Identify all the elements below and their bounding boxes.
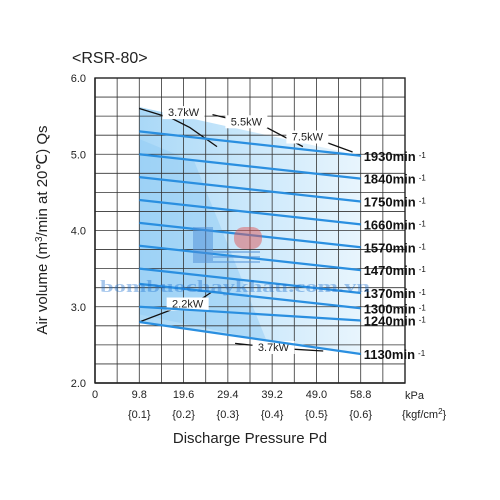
series-label: 1300min -1 <box>364 301 427 316</box>
power-label-bg <box>286 130 329 144</box>
y-tick-label: 4.0 <box>71 226 86 238</box>
watermark-logo <box>193 227 262 263</box>
series-line <box>139 176 361 203</box>
x-tick-label: 19.6 <box>173 389 194 401</box>
x-tick-label-kgf: {0.3} <box>217 409 240 421</box>
x-tick-label: 39.2 <box>261 389 282 401</box>
series-label: 1930min -1 <box>364 149 427 164</box>
y-axis-label: Air volume (m3/min at 20℃) Qs <box>34 125 51 334</box>
y-tick-label: 2.0 <box>71 378 86 390</box>
power-label: 7.5kW <box>292 132 324 144</box>
plot-frame <box>94 77 406 384</box>
x-tick-label: 58.8 <box>350 389 371 401</box>
series-label: 1240min -1 <box>364 313 427 328</box>
series-label: 1370min -1 <box>364 286 427 301</box>
series-label: 1470min -1 <box>364 263 427 278</box>
series-label: 1660min -1 <box>364 217 427 232</box>
x-tick-label-kgf: {0.4} <box>261 409 284 421</box>
power-label: 5.5kW <box>231 116 263 128</box>
x-unit-kpa: kPa <box>405 390 425 402</box>
x-tick-label-kgf: {0.1} <box>128 409 151 421</box>
series-label: 1750min -1 <box>364 195 427 210</box>
series-line <box>139 305 361 322</box>
y-tick-label: 5.0 <box>71 149 86 161</box>
series-label: 1130min -1 <box>364 347 426 362</box>
watermark-text: bombuochaykhau.com.vn <box>100 277 371 296</box>
x-tick-label: 0 <box>92 389 98 401</box>
x-tick-label-kgf: {0.2} <box>172 409 195 421</box>
series-line <box>139 153 361 180</box>
x-tick-label-kgf: {0.5} <box>305 409 328 421</box>
x-tick-label: 9.8 <box>132 389 147 401</box>
chart-title: <RSR-80> <box>72 50 148 67</box>
series-label: 1570min -1 <box>364 240 427 255</box>
series-line <box>139 267 361 295</box>
tick-labels: 2.0 3.0 4.0 5.0 6.0 0 9.8 19.6 29.4 39.2 49.0 58.8 {… <box>71 73 373 421</box>
x-tick-label-kgf: {0.6} <box>349 409 372 421</box>
y-tick-label: 6.0 <box>71 73 86 85</box>
series-line <box>139 198 361 226</box>
power-line-0 <box>139 107 218 148</box>
power-label: 3.7kW <box>258 342 290 354</box>
power-label: 2.2kW <box>172 299 204 311</box>
power-label-bg <box>162 106 205 120</box>
y-tick-label: 3.0 <box>71 302 86 314</box>
x-axis-label: Discharge Pressure Pd <box>173 430 327 447</box>
power-label-bg <box>225 115 268 129</box>
series-line <box>139 130 361 157</box>
series-lines: 1930min -1 1840min -1 1750min -1 1660min -1 1570… <box>139 130 427 362</box>
power-label-bg <box>166 297 209 311</box>
series-line <box>139 282 361 310</box>
x-unit-kgf: {kgf/cm2} <box>402 407 447 421</box>
power-label: 3.7kW <box>168 107 200 119</box>
x-tick-label: 49.0 <box>306 389 327 401</box>
power-lines: 3.7kW 5.5kW 7.5kW 2.2kW 3.7kW <box>139 106 353 354</box>
series-line <box>139 320 361 356</box>
power-label-bg <box>252 340 295 354</box>
series-label: 1840min -1 <box>364 172 427 187</box>
x-tick-label: 29.4 <box>217 389 238 401</box>
